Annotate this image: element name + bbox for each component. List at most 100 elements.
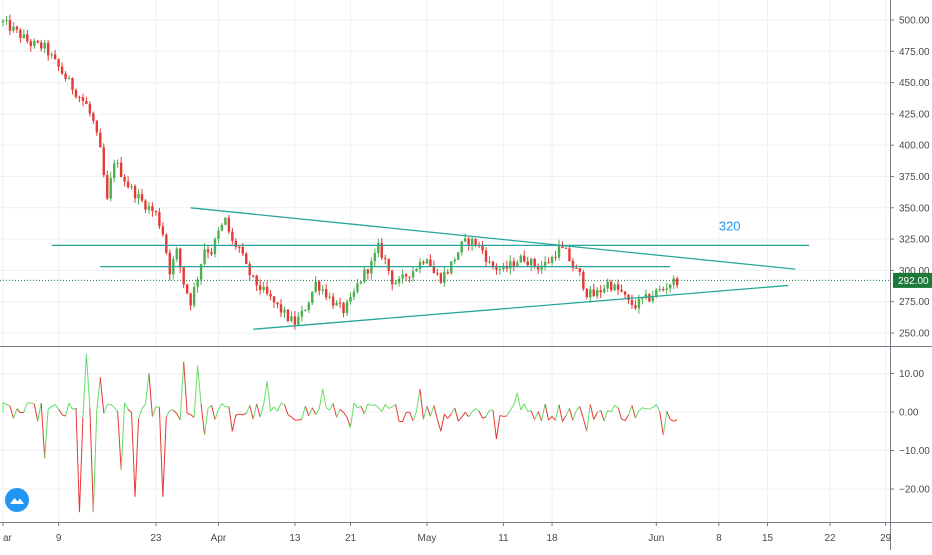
candle-up [401,274,403,278]
oscillator-segment [385,405,388,409]
candle-down [436,273,438,274]
candle-down [429,259,431,266]
candle-down [467,238,469,244]
candle-up [23,34,25,38]
oscillator-segment [118,412,121,470]
oscillator-segment [611,405,614,411]
candle-down [85,101,87,104]
oscillator-segment [583,418,586,431]
oscillator-segment [288,414,291,417]
candle-down [474,239,476,245]
candle-down [64,74,66,79]
time-tick-label: 8 [716,533,722,544]
oscillator-segment [455,408,458,421]
oscillator-segment [187,413,190,414]
oscillator-segment [166,410,169,416]
candle-up [488,262,490,263]
candle-down [96,121,98,132]
oscillator-segment [125,403,128,410]
oscillator-segment [420,389,423,420]
candle-up [360,282,362,284]
candle-down [294,316,296,324]
candle-up [596,290,598,296]
candle-up [589,289,591,297]
oscillator-segment [62,415,65,416]
oscillator-segment [538,412,541,421]
time-tick-label: 9 [56,533,62,544]
oscillator-segment [142,404,145,409]
oscillator-segment [260,405,263,418]
price-axis: 250.00275.00300.00325.00350.00375.00400.… [890,16,930,340]
candle-up [335,303,337,306]
oscillator-segment [191,415,194,418]
candle-down [242,247,244,254]
oscillator-segment [149,374,152,417]
oscillator-segment [552,416,555,420]
oscillator-segment [357,406,360,408]
candle-down [325,289,327,297]
candle-down [183,267,185,284]
candle-down [575,268,577,269]
price-tick-label: 500.00 [899,16,930,27]
oscillator-segment [371,405,374,406]
candle-up [638,299,640,308]
candle-up [5,20,7,21]
candle-up [457,252,459,259]
candle-up [669,285,671,289]
logo-mountain-icon [9,495,25,505]
candle-up [606,282,608,289]
price-tick-label: 250.00 [899,329,930,340]
oscillator-segment [34,404,37,422]
trendlines-group [52,208,810,329]
oscillator-segment [218,404,221,410]
candle-up [308,303,310,310]
oscillator-segment [73,408,76,409]
oscillator-segment [298,419,301,420]
candle-up [322,289,324,290]
candle-down [238,247,240,248]
oscillator-segment [389,407,392,409]
candle-down [624,292,626,295]
candle-down [127,182,129,188]
candle-up [426,259,428,263]
candle-up [176,249,178,259]
candle-up [461,241,463,252]
oscillator-segment [184,362,187,413]
oscillator-segment [13,409,16,419]
oscillator-segment [441,414,444,431]
candle-down [30,41,32,46]
candle-up [641,298,643,299]
oscillator-segment [535,412,538,420]
oscillator-segment [24,403,27,413]
time-tick-label: 15 [762,533,774,544]
oscillator-segment [559,405,562,422]
time-tick-label: 23 [150,533,162,544]
candle-down [422,262,424,263]
tradingview-logo-icon[interactable] [5,488,29,512]
oscillator-segment [392,404,395,407]
candle-down [527,261,529,265]
oscillator-segment [663,411,666,435]
oscillator-segment [215,409,218,419]
oscillator-segment [100,377,103,413]
candle-down [186,284,188,293]
oscillator-segment [423,406,426,419]
candle-up [551,257,553,263]
oscillator-segment [337,409,340,417]
oscillator-segment [430,405,433,416]
oscillator-segment [243,413,246,414]
candle-down [92,113,94,121]
candle-up [412,271,414,277]
candle-down [71,78,73,90]
candle-up [130,186,132,187]
candle-up [137,194,139,198]
oscillator-segment [410,412,413,421]
price-tick-label: 400.00 [899,141,930,152]
candle-down [405,274,407,276]
oscillator-segment [670,419,673,421]
oscillator-segment [229,407,232,432]
candle-down [19,30,21,38]
oscillator-segment [180,362,183,420]
